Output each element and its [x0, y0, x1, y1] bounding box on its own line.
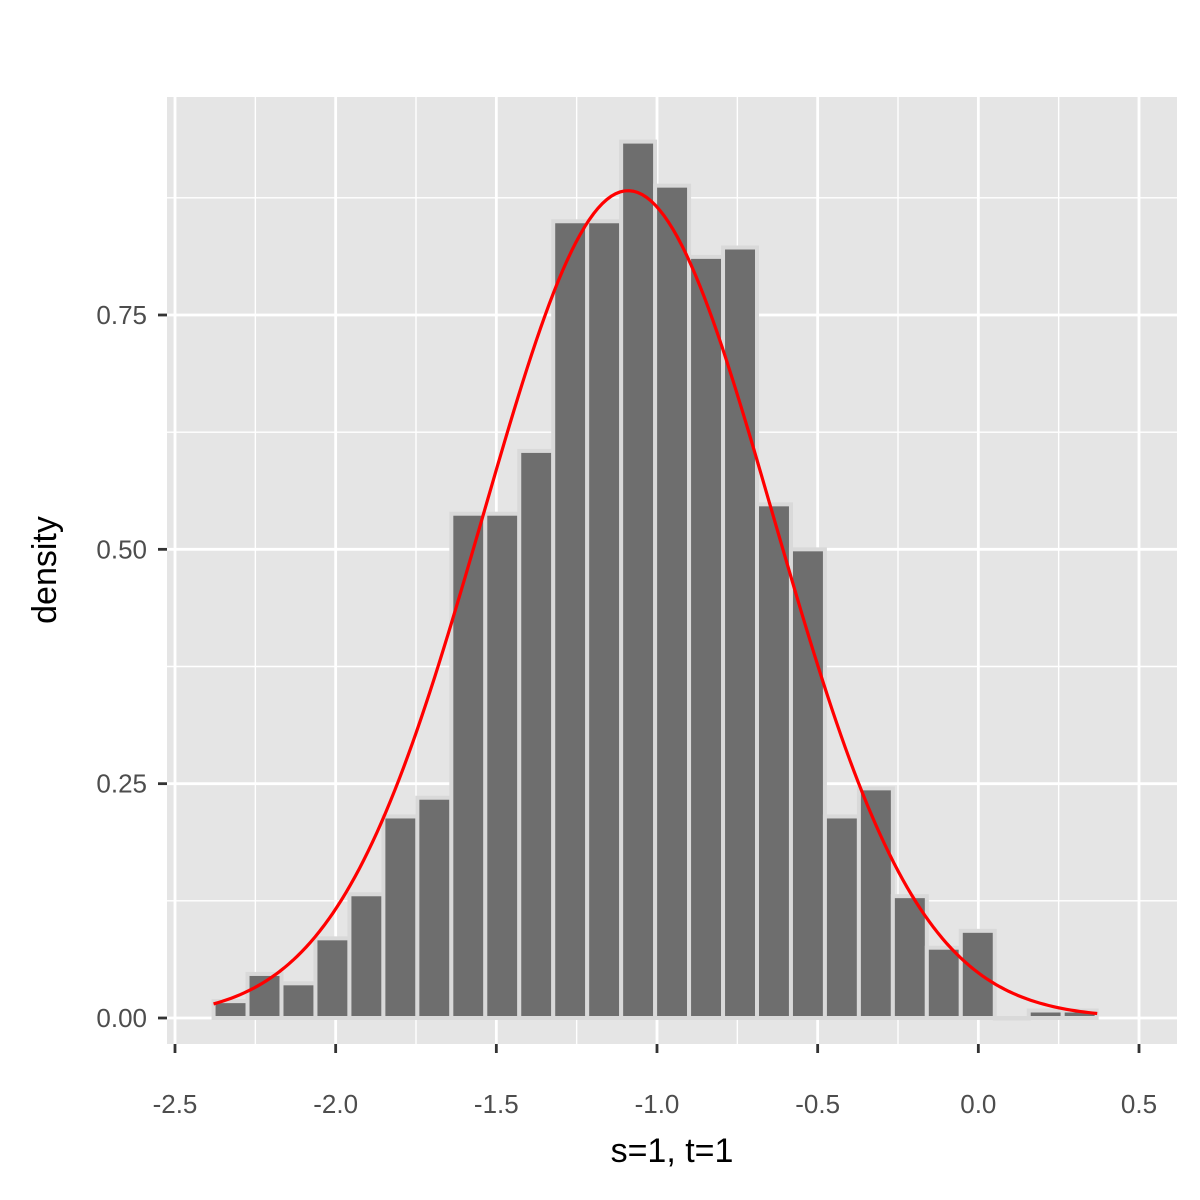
histogram-bar: [788, 547, 827, 1020]
y-tick-label: 0.00: [96, 1003, 147, 1033]
histogram-bar: [890, 894, 929, 1020]
histogram-bar: [381, 814, 420, 1020]
density-curve: [213, 189, 1098, 1016]
histogram-bar: [1026, 1008, 1065, 1021]
histogram-bar: [347, 892, 386, 1020]
x-tick-label: -1.5: [474, 1089, 519, 1119]
histogram-bar: [551, 219, 590, 1020]
y-axis-title: density: [26, 516, 64, 624]
x-tick-label: -2.0: [313, 1089, 358, 1119]
histogram-bar: [517, 448, 556, 1020]
histogram-bar: [721, 245, 759, 1020]
histogram-bar: [585, 219, 624, 1020]
histogram-bar: [687, 254, 726, 1021]
x-tick-label: 0.0: [960, 1089, 996, 1119]
x-tick-label: -1.0: [635, 1089, 680, 1119]
histogram-bar: [822, 814, 861, 1020]
histogram-bar: [754, 502, 793, 1021]
x-axis-title: s=1, t=1: [611, 1132, 734, 1170]
histogram-bar: [924, 945, 963, 1021]
x-tick-label: 0.5: [1121, 1089, 1157, 1119]
histogram-bar: [992, 1016, 1031, 1021]
histogram-bar: [449, 511, 488, 1020]
histogram-bar: [483, 511, 522, 1020]
x-tick-label: -2.5: [153, 1089, 198, 1119]
y-tick-label: 0.25: [96, 769, 147, 799]
histogram-bars: [211, 139, 1099, 1021]
y-axis-ticks: 0.00 0.25 0.50 0.75: [96, 300, 167, 1033]
histogram-bar: [958, 928, 997, 1020]
y-tick-label: 0.50: [96, 534, 147, 564]
histogram-bar: [279, 981, 318, 1020]
histogram-bar: [415, 795, 454, 1021]
histogram-bar: [619, 139, 658, 1021]
histogram-bar: [313, 936, 352, 1020]
x-axis-ticks: -2.5 -2.0 -1.5 -1.0 -0.5 0.0 0.5: [153, 1044, 1157, 1119]
histogram-bar: [653, 183, 692, 1020]
y-tick-label: 0.75: [96, 300, 147, 330]
x-tick-label: -0.5: [795, 1089, 840, 1119]
